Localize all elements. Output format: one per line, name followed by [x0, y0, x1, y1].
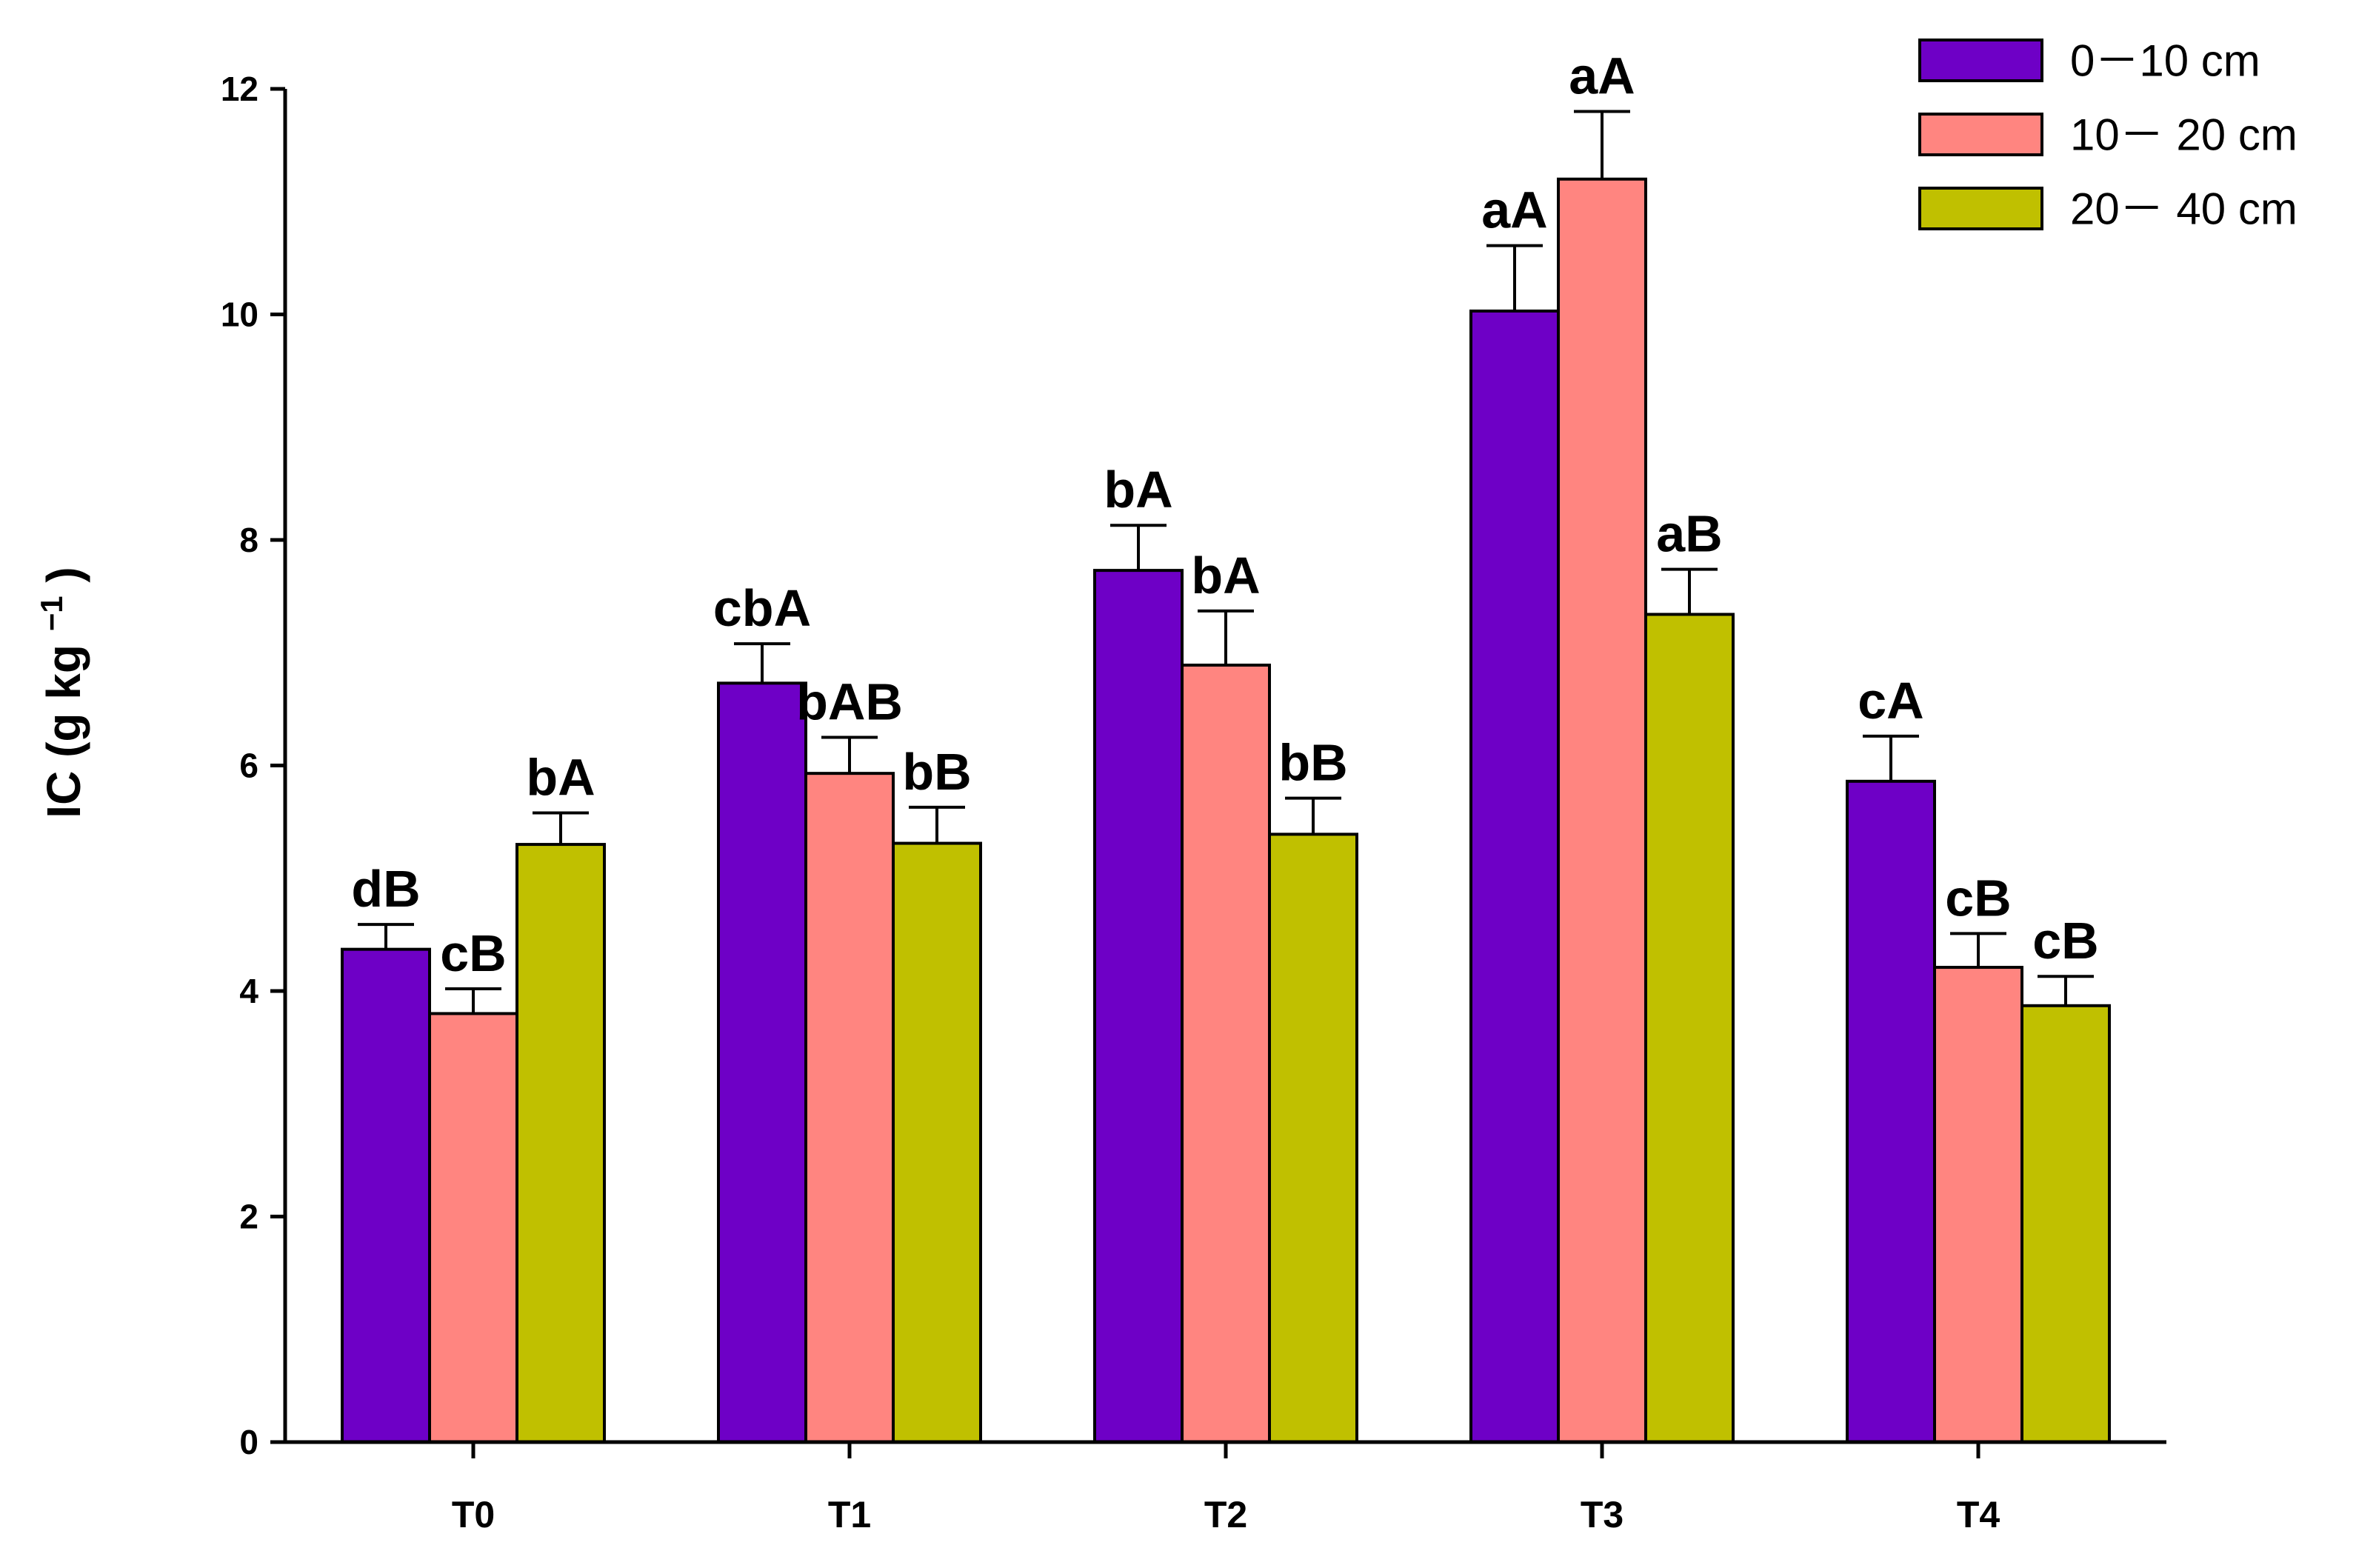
bar-t0-series-1 [341, 947, 431, 1444]
x-tick-label-t1: T1 [828, 1494, 871, 1535]
significance-label-t1-series-1: cbA [713, 579, 811, 637]
bar-t2-series-1 [1093, 569, 1184, 1444]
significance-label-t3-series-1: aA [1481, 181, 1547, 239]
x-tick-label-t3: T3 [1581, 1494, 1623, 1535]
significance-label-t3-series-3: aB [1656, 505, 1722, 563]
bar-t4-series-1 [1846, 779, 1936, 1444]
x-tick-label-t4: T4 [1957, 1494, 2000, 1535]
significance-label-t4-series-2: cB [1945, 869, 2011, 927]
bar-t4-series-3 [2020, 1004, 2111, 1444]
significance-label-t3-series-2: aA [1569, 47, 1635, 104]
y-tick-label-12: 12 [221, 70, 258, 108]
bar-t2-series-3 [1268, 833, 1358, 1444]
legend-swatch-series-3 [1918, 187, 2043, 230]
y-tick-label-4: 4 [239, 972, 258, 1010]
x-tick-label-t0: T0 [452, 1494, 495, 1535]
bar-t4-series-2 [1933, 966, 2023, 1444]
bar-t0-series-2 [428, 1012, 518, 1444]
y-axis-title-close: ) [37, 567, 90, 582]
y-tick-label-0: 0 [239, 1423, 258, 1461]
significance-label-t4-series-3: cB [2032, 912, 2098, 970]
y-axis-title: IC (g kg −1 ) [19, 567, 90, 818]
x-tick-label-t2: T2 [1204, 1494, 1247, 1535]
legend-label-series-3: 20－ 40 cm [2070, 184, 2297, 234]
bar-t3-series-1 [1469, 309, 1560, 1444]
bar-t3-series-3 [1644, 613, 1735, 1444]
legend-swatch-series-2 [1918, 113, 2043, 156]
legend-label-series-1: 0－10 cm [2070, 36, 2260, 86]
y-axis-title-superscript: −1 [34, 595, 69, 631]
bar-t3-series-2 [1557, 177, 1647, 1444]
bar-t2-series-2 [1181, 663, 1271, 1444]
significance-label-t0-series-2: cB [440, 924, 506, 982]
significance-label-t2-series-1: bA [1104, 461, 1172, 518]
y-tick-label-6: 6 [239, 747, 258, 785]
significance-label-t0-series-1: dB [351, 860, 420, 918]
legend-swatch-series-1 [1918, 39, 2043, 82]
bar-t1-series-1 [717, 681, 807, 1444]
significance-label-t0-series-3: bA [526, 748, 595, 806]
y-tick-label-10: 10 [221, 296, 258, 334]
legend-label-series-2: 10－ 20 cm [2070, 110, 2297, 160]
significance-label-t4-series-1: cA [1858, 672, 1923, 730]
significance-label-t1-series-3: bB [902, 743, 971, 801]
y-tick-label-8: 8 [239, 521, 258, 559]
significance-label-t2-series-2: bA [1191, 547, 1260, 604]
bar-t1-series-2 [804, 772, 895, 1444]
bar-t1-series-3 [892, 841, 982, 1444]
y-tick-label-2: 2 [239, 1198, 258, 1236]
significance-label-t1-series-2: bAB [796, 673, 903, 730]
bar-t0-series-3 [515, 843, 606, 1444]
legend: 0－10 cm 10－ 20 cm 20－ 40 cm [1918, 36, 2297, 234]
plot-area: dB cB bA cbA bAB bB bA bA bB aA aA aB cA cB cB 0 2 4 6 8 10 1… [221, 47, 2166, 1535]
significance-label-t2-series-3: bB [1278, 734, 1347, 792]
